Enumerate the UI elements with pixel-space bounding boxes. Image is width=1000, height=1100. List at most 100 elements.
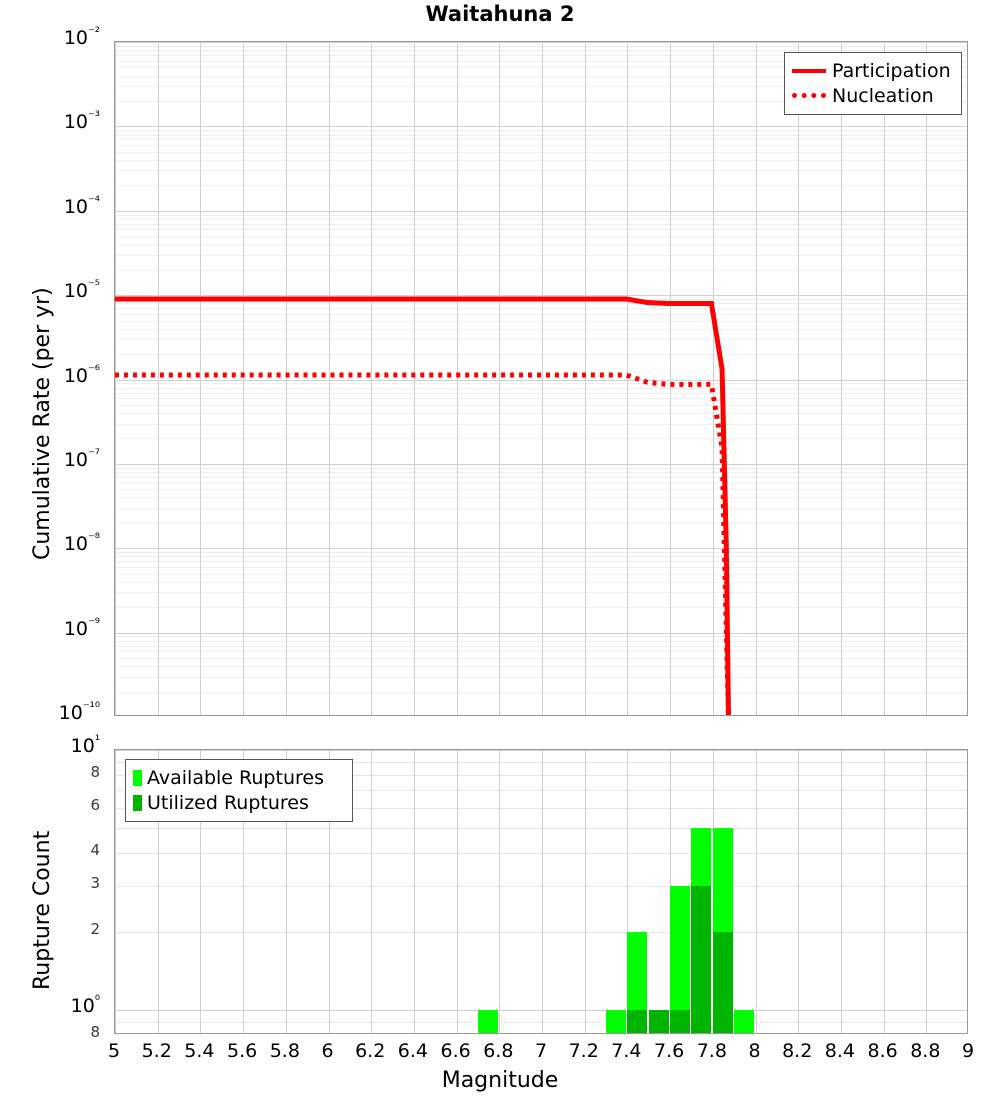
bar-utilized-ruptures bbox=[670, 1009, 690, 1033]
legend-item-utilized-ruptures[interactable]: Utilized Ruptures bbox=[133, 790, 345, 815]
gridline-horizontal-minor bbox=[115, 561, 967, 563]
gridline-horizontal-minor bbox=[115, 45, 967, 47]
gridline-vertical bbox=[627, 42, 629, 715]
gridline-horizontal-minor bbox=[115, 185, 967, 187]
legend-label-participation: Participation bbox=[832, 59, 951, 82]
gridline-horizontal-minor bbox=[115, 387, 967, 389]
x-tick-label: 8.6 bbox=[867, 1040, 898, 1062]
x-tick-label: 7.8 bbox=[696, 1040, 727, 1062]
gridline-horizontal-minor bbox=[115, 592, 967, 594]
legend-item-participation[interactable]: Participation bbox=[792, 58, 954, 83]
gridline-horizontal-minor bbox=[115, 236, 967, 238]
gridline-horizontal-minor bbox=[115, 497, 967, 499]
gridline-horizontal-minor bbox=[115, 303, 967, 305]
gridline-vertical bbox=[883, 42, 885, 715]
gridline-horizontal-minor bbox=[115, 229, 967, 231]
x-tick-label: 8.8 bbox=[910, 1040, 941, 1062]
legend-item-nucleation[interactable]: Nucleation bbox=[792, 83, 954, 108]
gridline-horizontal-minor bbox=[115, 645, 967, 647]
gridline-horizontal bbox=[115, 761, 967, 763]
gridline-vertical bbox=[755, 750, 757, 1033]
x-tick-label: 7 bbox=[534, 1040, 548, 1062]
series-participation bbox=[115, 296, 731, 715]
gridline-horizontal bbox=[115, 750, 967, 751]
top-y-tick-labels: 10⁻² 10⁻³ 10⁻⁴ 10⁻⁵ 10⁻⁶ 10⁻⁷ 10⁻⁸ 10⁻⁹ 10⁻¹⁰ bbox=[0, 27, 108, 723]
x-tick-label: 6 bbox=[321, 1040, 334, 1062]
rupture-count-plot: Available Ruptures Utilized Ruptures bbox=[114, 749, 968, 1034]
gridline-vertical bbox=[328, 750, 330, 1033]
gridline-vertical bbox=[798, 750, 800, 1033]
gridline-horizontal-minor bbox=[115, 254, 967, 256]
legend-label-available-ruptures: Available Ruptures bbox=[147, 766, 324, 789]
gridline-vertical bbox=[157, 42, 159, 715]
gridline-horizontal bbox=[115, 1021, 967, 1023]
gridline-horizontal-major bbox=[115, 295, 967, 297]
gridline-horizontal-minor bbox=[115, 100, 967, 102]
gridline-horizontal-minor bbox=[115, 383, 967, 385]
gridline-horizontal-minor bbox=[115, 218, 967, 220]
gridline-vertical bbox=[840, 42, 842, 715]
x-tick-label: 9 bbox=[961, 1040, 975, 1062]
top-legend: Participation Nucleation bbox=[784, 52, 962, 115]
bar-available-ruptures bbox=[734, 1009, 754, 1033]
gridline-vertical bbox=[542, 750, 543, 1033]
bar-available-ruptures bbox=[606, 1009, 626, 1033]
gridline-vertical bbox=[840, 750, 842, 1033]
gridline-horizontal-minor bbox=[115, 691, 967, 693]
gridline-horizontal-minor bbox=[115, 666, 967, 668]
legend-item-available-ruptures[interactable]: Available Ruptures bbox=[133, 765, 345, 790]
gridline-horizontal-minor bbox=[115, 556, 967, 558]
gridline-horizontal-minor bbox=[115, 676, 967, 678]
gridline-horizontal-major bbox=[115, 210, 967, 212]
y-tick-label: 10⁻⁷ bbox=[63, 447, 100, 471]
gridline-horizontal-minor bbox=[115, 244, 967, 246]
gridline-vertical bbox=[285, 750, 287, 1033]
gridline-horizontal-minor bbox=[115, 581, 967, 583]
gridline-horizontal bbox=[115, 807, 967, 809]
gridline-horizontal-minor bbox=[115, 151, 967, 153]
gridline-vertical bbox=[499, 42, 501, 715]
bottom-y-tick-labels: 10¹ 8 6 4 3 2 10⁰ 8 bbox=[0, 735, 108, 1040]
x-tick-label: 8 bbox=[748, 1040, 761, 1062]
gridline-horizontal-minor bbox=[115, 170, 967, 172]
gridline-horizontal-minor bbox=[115, 398, 967, 400]
x-tick-label: 6.2 bbox=[355, 1040, 386, 1062]
gridline-horizontal-major bbox=[115, 632, 967, 634]
gridline-vertical bbox=[883, 750, 885, 1033]
x-tick-label: 5 bbox=[107, 1040, 121, 1062]
x-tick-label: 8.2 bbox=[782, 1040, 813, 1062]
participation-line-icon bbox=[792, 68, 826, 73]
gridline-horizontal-minor bbox=[115, 339, 967, 341]
gridline-horizontal-minor bbox=[115, 86, 967, 88]
gridline-vertical bbox=[200, 750, 202, 1033]
gridline-horizontal-minor bbox=[115, 640, 967, 642]
gridline-horizontal bbox=[115, 1009, 967, 1011]
available-ruptures-swatch-icon bbox=[133, 769, 142, 786]
bottom-legend: Available Ruptures Utilized Ruptures bbox=[125, 759, 353, 822]
page-title: Waitahuna 2 bbox=[425, 2, 575, 26]
gridline-horizontal-major bbox=[115, 463, 967, 465]
gridline-vertical bbox=[670, 42, 672, 715]
gridline-horizontal-minor bbox=[115, 50, 967, 52]
gridline-horizontal-minor bbox=[115, 269, 967, 271]
gridline-vertical bbox=[584, 750, 586, 1033]
gridline-vertical bbox=[157, 750, 159, 1033]
gridline-vertical bbox=[926, 42, 928, 715]
gridline-horizontal-minor bbox=[115, 320, 967, 322]
y-tick-label: 10⁰ bbox=[70, 993, 100, 1017]
y-tick-label: 8 bbox=[90, 1023, 100, 1041]
gridline-vertical bbox=[200, 42, 202, 715]
legend-label-utilized-ruptures: Utilized Ruptures bbox=[147, 791, 309, 814]
gridline-horizontal-minor bbox=[115, 472, 967, 474]
y-tick-label: 10⁻¹⁰ bbox=[58, 700, 100, 724]
gridline-vertical bbox=[243, 42, 245, 715]
gridline-horizontal-minor bbox=[115, 159, 967, 161]
y-tick-label: 10⁻⁶ bbox=[63, 363, 100, 387]
x-tick-label: 6.8 bbox=[483, 1040, 514, 1062]
y-tick-label: 10¹ bbox=[70, 733, 100, 757]
y-tick-label: 10⁻⁸ bbox=[63, 531, 100, 556]
gridline-vertical bbox=[115, 750, 116, 1033]
gridline-horizontal-minor bbox=[115, 134, 967, 136]
x-tick-label: 7.4 bbox=[611, 1040, 642, 1062]
